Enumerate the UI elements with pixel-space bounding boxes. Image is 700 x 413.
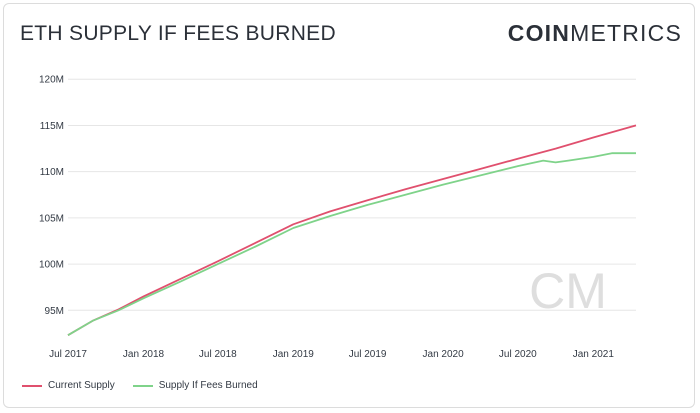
x-tick-label: Jan 2021: [573, 349, 615, 360]
y-tick-label: 105M: [39, 213, 64, 224]
x-tick-label: Jul 2017: [49, 349, 87, 360]
y-tick-label: 115M: [40, 121, 64, 132]
brand-bold: COIN: [507, 20, 571, 46]
brand-light: METRICS: [570, 20, 682, 46]
x-tick-label: Jul 2020: [499, 349, 537, 360]
cm-watermark: CM: [529, 263, 607, 319]
y-tick-label: 95M: [45, 306, 64, 317]
x-tick-label: Jan 2019: [273, 349, 315, 360]
series-line-current-supply: [67, 124, 637, 336]
legend-item-supply-if-fees-burned[interactable]: Supply If Fees Burned: [132, 380, 258, 391]
legend: Current Supply Supply If Fees Burned: [22, 380, 258, 391]
legend-label-supply-if-fees-burned: Supply If Fees Burned: [158, 380, 258, 391]
legend-swatch-current-supply: [22, 384, 42, 387]
chart-title: ETH SUPPLY IF FEES BURNED: [20, 22, 336, 45]
x-tick-label: Jul 2019: [349, 349, 387, 360]
legend-label-current-supply: Current Supply: [48, 380, 115, 391]
y-tick-label: 100M: [39, 260, 64, 271]
y-tick-label: 110M: [40, 167, 64, 178]
legend-swatch-supply-if-fees-burned: [132, 384, 153, 387]
watermark-logo: CM: [529, 263, 607, 319]
coinmetrics-logo: COINMETRICS: [508, 20, 682, 47]
legend-item-current-supply[interactable]: Current Supply: [22, 380, 115, 391]
series-lines: [67, 124, 637, 336]
x-axis-ticks: Jul 2017 Jan 2018 Jul 2018 Jan 2019 Jul 2019…: [49, 349, 614, 360]
y-axis-ticks: 95M 100M 105M 110M 115M 120M: [39, 75, 64, 317]
x-tick-label: Jan 2020: [423, 349, 465, 360]
series-line-supply-if-fees-burned: [67, 152, 636, 336]
x-tick-label: Jan 2018: [123, 349, 165, 360]
y-tick-label: 120M: [39, 75, 64, 86]
grid-lines: [68, 78, 636, 311]
x-tick-label: Jul 2018: [199, 349, 237, 360]
